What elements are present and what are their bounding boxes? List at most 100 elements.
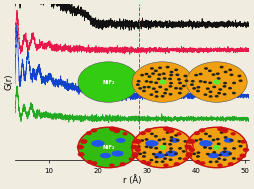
Circle shape <box>145 138 149 141</box>
Circle shape <box>80 139 87 144</box>
Circle shape <box>231 132 236 136</box>
Circle shape <box>199 138 203 141</box>
Circle shape <box>174 152 178 155</box>
Circle shape <box>145 80 149 83</box>
Circle shape <box>174 134 178 137</box>
Circle shape <box>204 67 208 70</box>
Circle shape <box>152 87 156 90</box>
Circle shape <box>167 128 174 133</box>
Circle shape <box>199 80 203 83</box>
Circle shape <box>150 67 154 70</box>
Circle shape <box>220 131 224 134</box>
Circle shape <box>217 163 223 167</box>
Circle shape <box>137 145 141 148</box>
Circle shape <box>209 95 213 98</box>
Circle shape <box>169 139 173 142</box>
Ellipse shape <box>220 150 232 156</box>
Circle shape <box>237 157 242 161</box>
Circle shape <box>159 145 166 150</box>
Circle shape <box>212 139 215 141</box>
Circle shape <box>232 147 236 150</box>
Circle shape <box>216 72 220 75</box>
Circle shape <box>163 92 167 94</box>
Circle shape <box>166 131 170 134</box>
Circle shape <box>203 146 207 149</box>
Circle shape <box>229 139 233 142</box>
Circle shape <box>142 90 146 92</box>
Circle shape <box>157 78 161 80</box>
Circle shape <box>240 140 246 144</box>
Ellipse shape <box>91 140 105 147</box>
Circle shape <box>131 145 138 149</box>
Circle shape <box>186 140 192 144</box>
Circle shape <box>183 157 188 161</box>
Circle shape <box>185 145 192 149</box>
Circle shape <box>154 156 158 159</box>
Circle shape <box>208 135 212 138</box>
Circle shape <box>196 151 200 154</box>
Circle shape <box>141 160 147 164</box>
Circle shape <box>223 158 227 161</box>
Circle shape <box>155 95 158 98</box>
Circle shape <box>142 151 146 154</box>
Circle shape <box>182 150 186 153</box>
Circle shape <box>208 70 212 72</box>
Circle shape <box>228 162 234 166</box>
Circle shape <box>169 158 172 161</box>
Circle shape <box>168 85 172 88</box>
Circle shape <box>183 140 187 143</box>
Circle shape <box>162 138 166 140</box>
Circle shape <box>186 127 247 168</box>
Circle shape <box>142 86 146 89</box>
Circle shape <box>232 82 236 84</box>
Circle shape <box>208 147 212 149</box>
Circle shape <box>229 74 233 76</box>
Circle shape <box>223 85 227 88</box>
Circle shape <box>163 77 167 80</box>
Circle shape <box>199 128 205 132</box>
Circle shape <box>178 157 182 160</box>
Circle shape <box>192 153 196 155</box>
Circle shape <box>188 139 196 144</box>
Circle shape <box>183 75 187 77</box>
Circle shape <box>174 162 180 166</box>
Circle shape <box>78 62 139 102</box>
Circle shape <box>176 139 179 142</box>
Ellipse shape <box>224 138 234 143</box>
Circle shape <box>145 73 149 75</box>
Circle shape <box>240 153 246 158</box>
Circle shape <box>203 81 207 83</box>
Circle shape <box>146 161 151 165</box>
Circle shape <box>140 131 146 135</box>
Circle shape <box>218 88 222 91</box>
Circle shape <box>91 128 97 132</box>
Ellipse shape <box>199 140 213 147</box>
Circle shape <box>164 154 168 156</box>
Circle shape <box>217 92 221 94</box>
Circle shape <box>206 87 210 90</box>
Circle shape <box>155 161 158 163</box>
Circle shape <box>200 161 205 165</box>
Circle shape <box>86 131 92 135</box>
Circle shape <box>138 87 142 90</box>
Circle shape <box>169 93 172 96</box>
Circle shape <box>168 77 172 80</box>
Circle shape <box>204 132 208 135</box>
Circle shape <box>185 153 192 158</box>
Ellipse shape <box>145 140 158 147</box>
Circle shape <box>120 162 126 166</box>
Circle shape <box>140 74 144 76</box>
Circle shape <box>136 83 140 86</box>
Circle shape <box>92 161 97 165</box>
Circle shape <box>136 149 140 151</box>
Text: NiF₂: NiF₂ <box>102 80 115 84</box>
Circle shape <box>158 67 162 69</box>
Circle shape <box>169 82 173 84</box>
Circle shape <box>179 87 183 90</box>
Circle shape <box>170 136 173 139</box>
Circle shape <box>194 131 200 135</box>
Circle shape <box>195 160 201 164</box>
Circle shape <box>129 157 134 161</box>
Circle shape <box>206 153 210 155</box>
Circle shape <box>159 80 166 84</box>
